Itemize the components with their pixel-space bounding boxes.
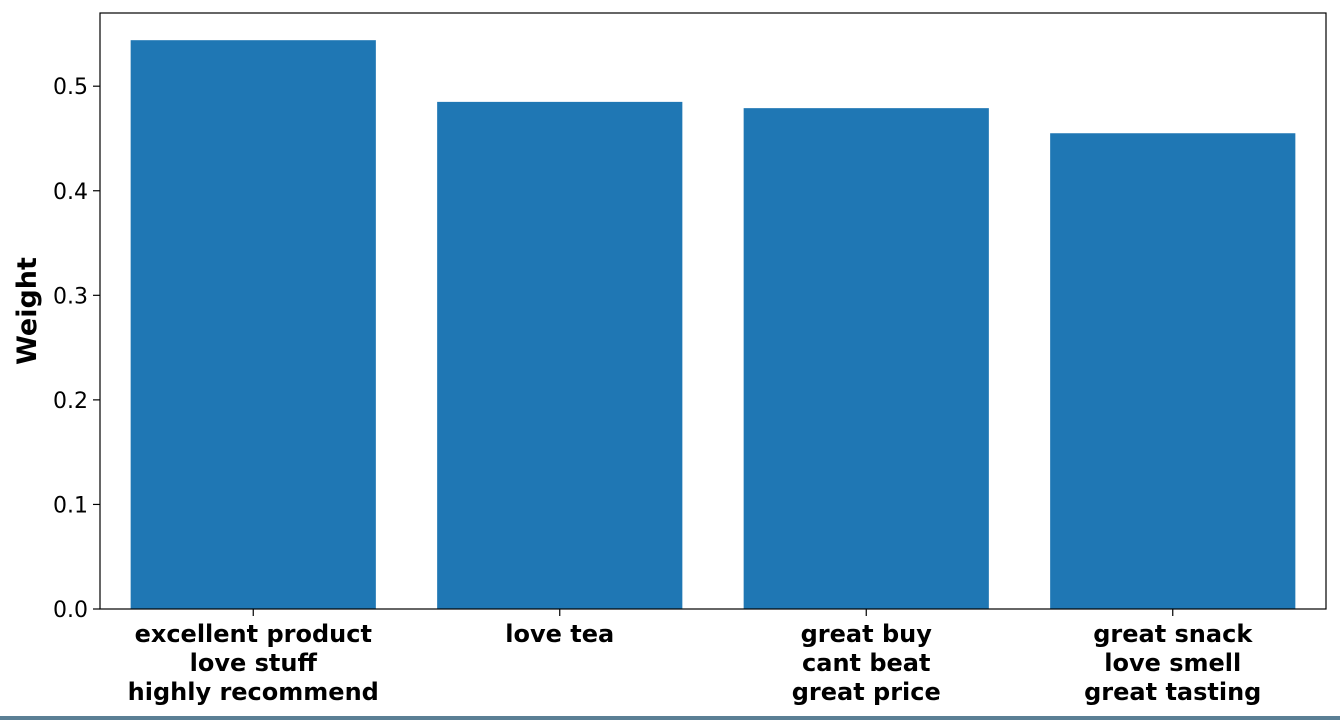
bar-2 (743, 108, 989, 609)
x-tick-label-1: love tea (505, 620, 614, 648)
plot-frame (99, 12, 1327, 610)
window-bottom-border (0, 716, 1340, 720)
x-tick-label-0: excellent product love stuff highly recomm… (128, 620, 379, 706)
y-tick-label-4: 0.4 (53, 180, 88, 205)
y-axis-label: Weight (12, 257, 43, 365)
y-tick-label-5: 0.5 (53, 75, 88, 100)
x-axis: excellent product love stuff highly recomm… (128, 609, 1261, 706)
x-tick-label-3: great snack love smell great tasting (1084, 620, 1261, 706)
bar-1 (437, 101, 683, 609)
bar-0 (130, 40, 376, 609)
bars-layer (130, 40, 1296, 610)
y-axis: 0.0 0.1 0.2 0.3 0.4 0.5 (53, 75, 100, 623)
y-tick-label-0: 0.0 (53, 598, 88, 623)
y-tick-label-3: 0.3 (53, 284, 88, 309)
y-tick-label-1: 0.1 (53, 493, 88, 518)
bar-3 (1050, 133, 1296, 610)
x-tick-label-2: great buy cant beat great price (792, 620, 941, 706)
y-tick-label-2: 0.2 (53, 389, 88, 414)
